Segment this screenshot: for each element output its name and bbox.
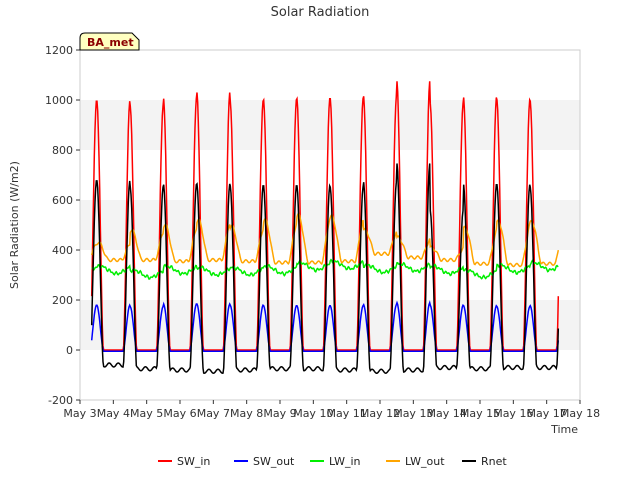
x-tick-label: May 9 <box>263 407 296 420</box>
legend-label: LW_out <box>405 455 445 468</box>
x-tick-label: May 17 <box>527 407 567 420</box>
series-line-rnet <box>90 163 560 374</box>
x-tick-label: May 7 <box>197 407 230 420</box>
y-tick-label: -200 <box>48 394 73 407</box>
x-tick-label: May 8 <box>230 407 263 420</box>
y-tick-label: 0 <box>66 344 73 357</box>
x-tick-label: May 14 <box>427 407 467 420</box>
y-tick-label: 600 <box>52 194 73 207</box>
chart-title: Solar Radiation <box>271 5 370 20</box>
x-tick-label: May 12 <box>360 407 400 420</box>
legend-label: Rnet <box>481 455 507 468</box>
x-tick-label: May 5 <box>130 407 163 420</box>
x-tick-label: May 18 <box>560 407 600 420</box>
grid-band <box>80 100 580 150</box>
y-tick-label: 200 <box>52 294 73 307</box>
series-line-lw-in <box>91 258 559 280</box>
x-tick-label: May 15 <box>460 407 500 420</box>
badge: BA_met <box>79 32 140 51</box>
grid-band <box>80 300 580 350</box>
badge-label: BA_met <box>87 36 134 49</box>
x-tick-label: May 13 <box>393 407 433 420</box>
x-tick-label: May 16 <box>493 407 533 420</box>
plot-bands <box>80 100 580 350</box>
grid-band <box>80 200 580 250</box>
x-tick-label: May 4 <box>97 407 130 420</box>
x-axis-label: Time <box>550 423 578 436</box>
legend-label: SW_out <box>253 455 295 468</box>
y-axis: -200 0 200 400 600 800 1000 1200 <box>45 44 80 407</box>
x-tick-label: May 3 <box>63 407 96 420</box>
series-line-lw-out <box>90 212 560 268</box>
plot-frame <box>79 49 581 401</box>
x-tick-label: May 6 <box>163 407 196 420</box>
series-line-sw-in <box>90 81 560 351</box>
y-tick-label: 800 <box>52 144 73 157</box>
series-group <box>90 81 560 374</box>
y-axis-label: Solar Radiation (W/m2) <box>8 161 21 289</box>
legend: SW_in SW_out LW_in LW_out Rnet <box>158 455 507 468</box>
y-tick-label: 400 <box>52 244 73 257</box>
legend-label: LW_in <box>329 455 361 468</box>
y-tick-label: 1200 <box>45 44 73 57</box>
x-tick-label: May 11 <box>327 407 367 420</box>
legend-label: SW_in <box>177 455 210 468</box>
x-tick-label: May 10 <box>293 407 333 420</box>
y-tick-label: 1000 <box>45 94 73 107</box>
